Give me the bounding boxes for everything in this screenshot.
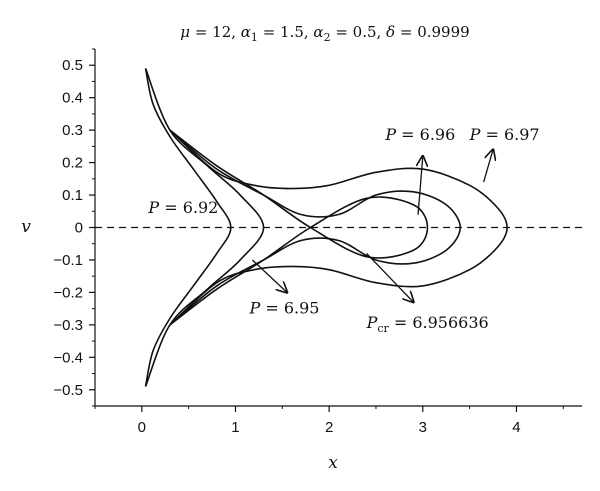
y-tick-label: 0.3: [62, 122, 83, 139]
series-line: [169, 129, 508, 326]
annotation-layer: P = 6.92 P = 6.95 Pcr = 6.956636 P = 6.96 P …: [147, 125, 539, 335]
y-tick-label: 0.2: [62, 155, 83, 172]
annotation-arrow: [418, 156, 423, 215]
y-ticks: 0.5 0.4 0.3 0.2 0.1 0 −0.1 −0.2 −0.3 −0.4 −0.5: [53, 48, 95, 407]
y-tick-label: −0.3: [53, 317, 83, 334]
annotation-label: P = 6.95: [249, 299, 320, 318]
y-tick-label: 0: [75, 220, 83, 237]
y-tick-label: 0.5: [62, 57, 83, 74]
annotation-label: P = 6.96: [384, 125, 455, 144]
series-line: [169, 129, 462, 326]
y-tick-label: −0.1: [53, 252, 83, 269]
y-tick-label: −0.4: [53, 349, 83, 366]
x-tick-label: 2: [325, 419, 333, 436]
x-tick-label: 0: [138, 419, 146, 436]
series-layer: [144, 68, 508, 387]
y-tick-label: 0.4: [62, 90, 83, 107]
chart-title: μ = 12, α1 = 1.5, α2 = 0.5, δ = 0.9999: [180, 23, 469, 44]
annotation-label: P = 6.97: [469, 125, 540, 144]
y-tick-label: −0.2: [53, 284, 83, 301]
annotation-arrow: [251, 259, 287, 292]
y-axis-title: v: [21, 217, 31, 237]
x-tick-label: 4: [512, 419, 520, 436]
y-tick-label: −0.5: [53, 382, 83, 399]
x-axis-title: x: [328, 453, 338, 473]
series-line: [144, 68, 232, 387]
series-line: [144, 68, 265, 387]
annotation-label: P = 6.92: [147, 198, 218, 217]
annotation-arrow: [483, 150, 493, 183]
x-tick-label: 3: [419, 419, 427, 436]
annotation-label: Pcr = 6.956636: [366, 313, 489, 335]
annotation-arrow: [366, 253, 414, 302]
y-tick-label: 0.1: [62, 187, 83, 204]
x-tick-label: 1: [231, 419, 239, 436]
x-ticks: 0 1 2 3 4: [94, 406, 564, 436]
